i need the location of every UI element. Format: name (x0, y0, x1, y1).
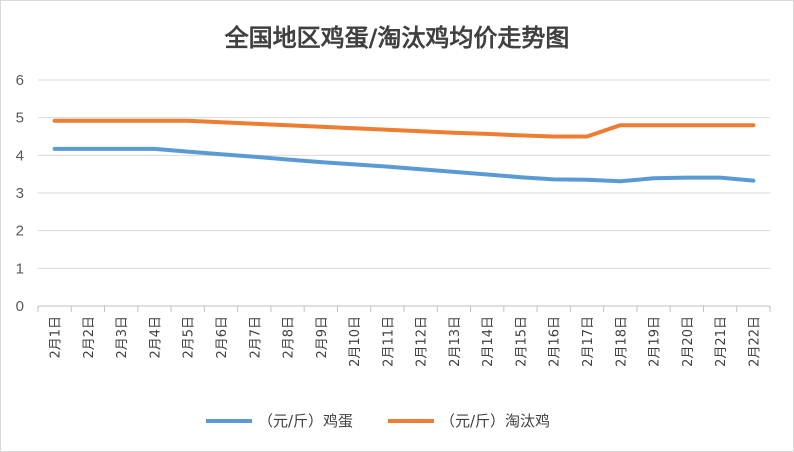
x-tick-label: 2月1日 (49, 316, 64, 359)
y-tick-label: 1 (16, 260, 24, 277)
x-tick-label: 2月16日 (548, 316, 563, 367)
series-line-0 (52, 146, 756, 184)
x-tick-label: 2月2日 (82, 316, 97, 359)
x-tick-label: 2月7日 (248, 316, 263, 359)
y-tick-label: 3 (16, 185, 24, 202)
x-tick-label: 2月15日 (514, 316, 529, 367)
series-lines (52, 118, 756, 184)
legend: （元/斤）鸡蛋 （元/斤）淘汰鸡 (206, 412, 550, 430)
x-tick-label: 2月20日 (681, 316, 696, 367)
x-tick-label: 2月21日 (714, 316, 729, 367)
y-tick-label: 4 (16, 147, 24, 164)
y-tick-label: 6 (16, 72, 24, 89)
x-tick-label: 2月13日 (448, 316, 463, 367)
x-tick-label: 2月8日 (282, 316, 297, 359)
chart-title: 全国地区鸡蛋/淘汰鸡均价走势图 (224, 24, 570, 52)
x-tick-label: 2月9日 (315, 316, 330, 359)
y-tick-label: 5 (16, 110, 24, 127)
x-tick-label: 2月11日 (381, 316, 396, 367)
x-tick-label: 2月18日 (614, 316, 629, 367)
y-tick-label: 0 (16, 298, 24, 315)
x-tick-label: 2月19日 (648, 316, 663, 367)
y-axis-ticks: 0 1 2 3 4 5 6 (16, 72, 24, 315)
x-tick-label: 2月10日 (348, 316, 363, 367)
series-line-1 (52, 118, 756, 139)
x-tick-label: 2月6日 (215, 316, 230, 359)
legend-label-0: （元/斤）鸡蛋 (258, 412, 353, 430)
x-tick-label: 2月3日 (115, 316, 130, 359)
x-tick-label: 2月12日 (415, 316, 430, 367)
x-axis: 2月1日 2月2日 2月3日 2月4日 2月5日 2月6日 2月7日 2月8日 2月9日 2月10… (37, 305, 771, 367)
x-tick-label: 2月5日 (182, 316, 197, 359)
x-tick-label: 2月4日 (148, 316, 163, 359)
x-tick-label: 2月14日 (481, 316, 496, 367)
x-tick-label: 2月17日 (581, 316, 596, 367)
x-tick-label: 2月22日 (747, 316, 762, 367)
y-tick-label: 2 (16, 223, 24, 240)
grid-lines (38, 79, 770, 269)
legend-label-1: （元/斤）淘汰鸡 (440, 412, 550, 430)
